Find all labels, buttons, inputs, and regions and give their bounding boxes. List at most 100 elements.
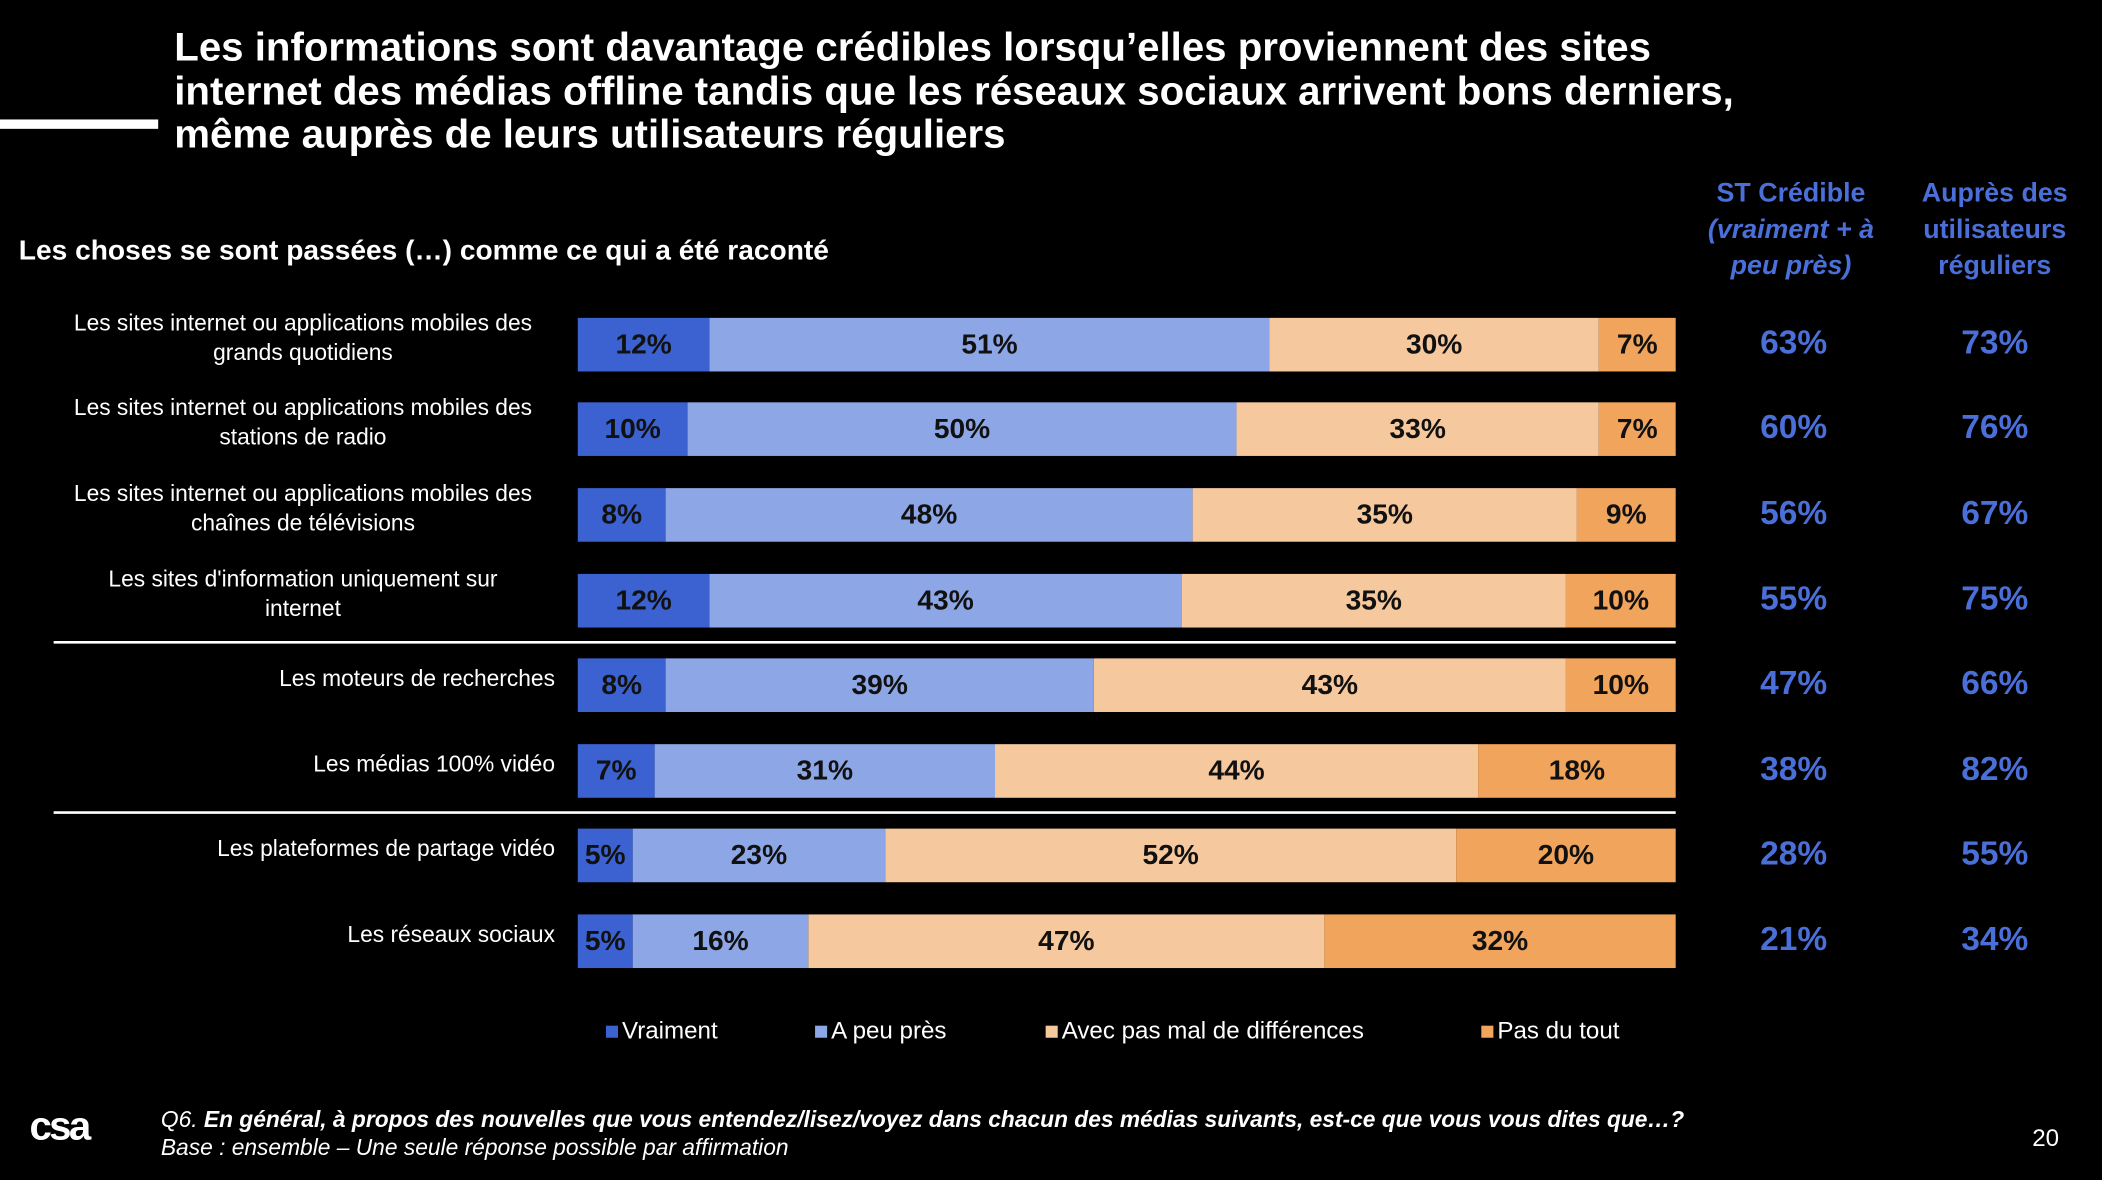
- column-header: peu près): [1730, 250, 1852, 280]
- category-label: Les médias 100% vidéo: [313, 751, 555, 777]
- legend-label: A peu près: [831, 1018, 946, 1045]
- data-label: 35%: [1357, 499, 1413, 530]
- data-label: 23%: [731, 839, 787, 870]
- column-value: 60%: [1760, 409, 1827, 446]
- bar-segment: [1576, 488, 1676, 542]
- bar-segment: [1181, 573, 1566, 628]
- data-label: 5%: [585, 839, 626, 870]
- legend-label: Pas du tout: [1497, 1018, 1619, 1045]
- data-label: 39%: [852, 669, 908, 700]
- category-label: stations de radio: [219, 424, 386, 450]
- data-label: 9%: [1606, 499, 1647, 530]
- data-label: 47%: [1038, 925, 1094, 956]
- legend-swatch: [815, 1025, 828, 1038]
- bar-segment: [1456, 828, 1676, 883]
- category-label: Les réseaux sociaux: [347, 921, 555, 947]
- footnote-prefix: Q6.: [161, 1106, 198, 1132]
- bar-segment: [665, 658, 1094, 712]
- bar-segment: [1093, 658, 1566, 712]
- bar-segment: [709, 573, 1182, 628]
- category-label: chaînes de télévisions: [191, 509, 415, 535]
- bar-segment: [577, 573, 710, 628]
- column-value: 55%: [1961, 835, 2028, 872]
- bar-segment: [1565, 658, 1676, 712]
- bar-segment: [577, 744, 655, 798]
- bar-segment: [577, 828, 633, 883]
- data-label: 35%: [1346, 585, 1402, 616]
- footnote-base: Base : ensemble – Une seule réponse poss…: [161, 1134, 789, 1160]
- page-number: 20: [2032, 1125, 2059, 1152]
- column-header: Auprès des: [1922, 178, 2068, 208]
- bar-segment: [577, 402, 688, 456]
- column-header: réguliers: [1938, 250, 2051, 280]
- data-label: 51%: [961, 328, 1017, 359]
- data-label: 10%: [1593, 585, 1649, 616]
- data-label: 31%: [797, 755, 853, 786]
- data-label: 33%: [1390, 413, 1446, 444]
- category-label: Les plateformes de partage vidéo: [217, 835, 555, 861]
- data-label: 32%: [1472, 925, 1528, 956]
- category-label: Les sites internet ou applications mobil…: [74, 394, 532, 420]
- data-label: 30%: [1406, 328, 1462, 359]
- legend-swatch: [1481, 1025, 1494, 1038]
- column-value: 21%: [1760, 921, 1827, 958]
- legend-swatch: [1045, 1025, 1058, 1038]
- column-value: 75%: [1961, 581, 2028, 618]
- bar-segment: [577, 914, 633, 969]
- data-label: 7%: [1617, 328, 1658, 359]
- bar-segment: [1269, 317, 1599, 372]
- chart-title: Les informations sont davantage crédible…: [174, 24, 1651, 69]
- bar-segment: [994, 744, 1479, 798]
- column-value: 47%: [1760, 665, 1827, 702]
- data-label: 8%: [601, 499, 642, 530]
- category-label: Les sites internet ou applications mobil…: [74, 480, 532, 506]
- accent-line: [0, 119, 159, 129]
- bar-segment: [1192, 488, 1577, 542]
- bar-segment: [1236, 402, 1599, 456]
- category-label: Les sites internet ou applications mobil…: [74, 310, 532, 336]
- bar-segment: [885, 828, 1457, 883]
- data-label: 52%: [1142, 839, 1198, 870]
- bar-segment: [808, 914, 1325, 969]
- data-label: 18%: [1549, 755, 1605, 786]
- bar-segment: [1478, 744, 1676, 798]
- category-label: Les sites d'information uniquement sur: [108, 566, 497, 592]
- column-value: 56%: [1760, 495, 1827, 532]
- bar-segment: [577, 658, 666, 712]
- bar-segment: [1598, 402, 1676, 456]
- column-header: utilisateurs: [1923, 214, 2066, 244]
- bar-segment: [654, 744, 995, 798]
- column-value: 63%: [1760, 325, 1827, 362]
- data-label: 12%: [615, 328, 671, 359]
- column-value: 66%: [1961, 665, 2028, 702]
- data-label: 43%: [1302, 669, 1358, 700]
- column-value: 34%: [1961, 921, 2028, 958]
- data-label: 7%: [596, 755, 637, 786]
- bar-segment: [709, 317, 1270, 372]
- bar-segment: [632, 828, 886, 883]
- column-value: 55%: [1760, 581, 1827, 618]
- category-label: internet: [265, 595, 342, 621]
- bar-segment: [665, 488, 1193, 542]
- column-value: 73%: [1961, 325, 2028, 362]
- footnote: Q6. En général, à propos des nouvelles q…: [161, 1106, 1684, 1132]
- footnote-question: En général, à propos des nouvelles que v…: [204, 1106, 1684, 1132]
- category-label: grands quotidiens: [213, 339, 393, 365]
- data-label: 10%: [1593, 669, 1649, 700]
- data-label: 16%: [692, 925, 748, 956]
- legend-label: Vraiment: [622, 1018, 718, 1045]
- chart-title: internet des médias offline tandis que l…: [174, 69, 1734, 114]
- subtitle: Les choses se sont passées (…) comme ce …: [19, 235, 829, 266]
- column-header: (vraiment + à: [1708, 214, 1874, 244]
- bar-segment: [632, 914, 809, 969]
- column-value: 82%: [1961, 751, 2028, 788]
- data-label: 43%: [917, 585, 973, 616]
- column-value: 67%: [1961, 495, 2028, 532]
- data-label: 5%: [585, 925, 626, 956]
- data-label: 20%: [1538, 839, 1594, 870]
- bar-segment: [577, 317, 710, 372]
- column-header: ST Crédible: [1717, 178, 1866, 208]
- data-label: 50%: [934, 413, 990, 444]
